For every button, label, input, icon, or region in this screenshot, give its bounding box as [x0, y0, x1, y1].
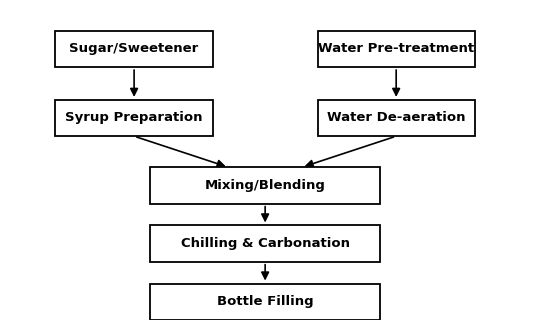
FancyBboxPatch shape: [318, 31, 475, 67]
FancyBboxPatch shape: [150, 284, 381, 320]
Text: Chilling & Carbonation: Chilling & Carbonation: [181, 237, 349, 250]
Text: Syrup Preparation: Syrup Preparation: [66, 112, 203, 125]
Text: Mixing/Blending: Mixing/Blending: [205, 179, 325, 192]
Text: Water Pre-treatment: Water Pre-treatment: [318, 43, 474, 55]
FancyBboxPatch shape: [150, 167, 381, 203]
Text: Water De-aeration: Water De-aeration: [327, 112, 465, 125]
Text: Bottle Filling: Bottle Filling: [217, 295, 313, 308]
Text: Sugar/Sweetener: Sugar/Sweetener: [69, 43, 199, 55]
FancyBboxPatch shape: [150, 226, 381, 262]
FancyBboxPatch shape: [56, 100, 213, 136]
FancyBboxPatch shape: [56, 31, 213, 67]
FancyBboxPatch shape: [318, 100, 475, 136]
